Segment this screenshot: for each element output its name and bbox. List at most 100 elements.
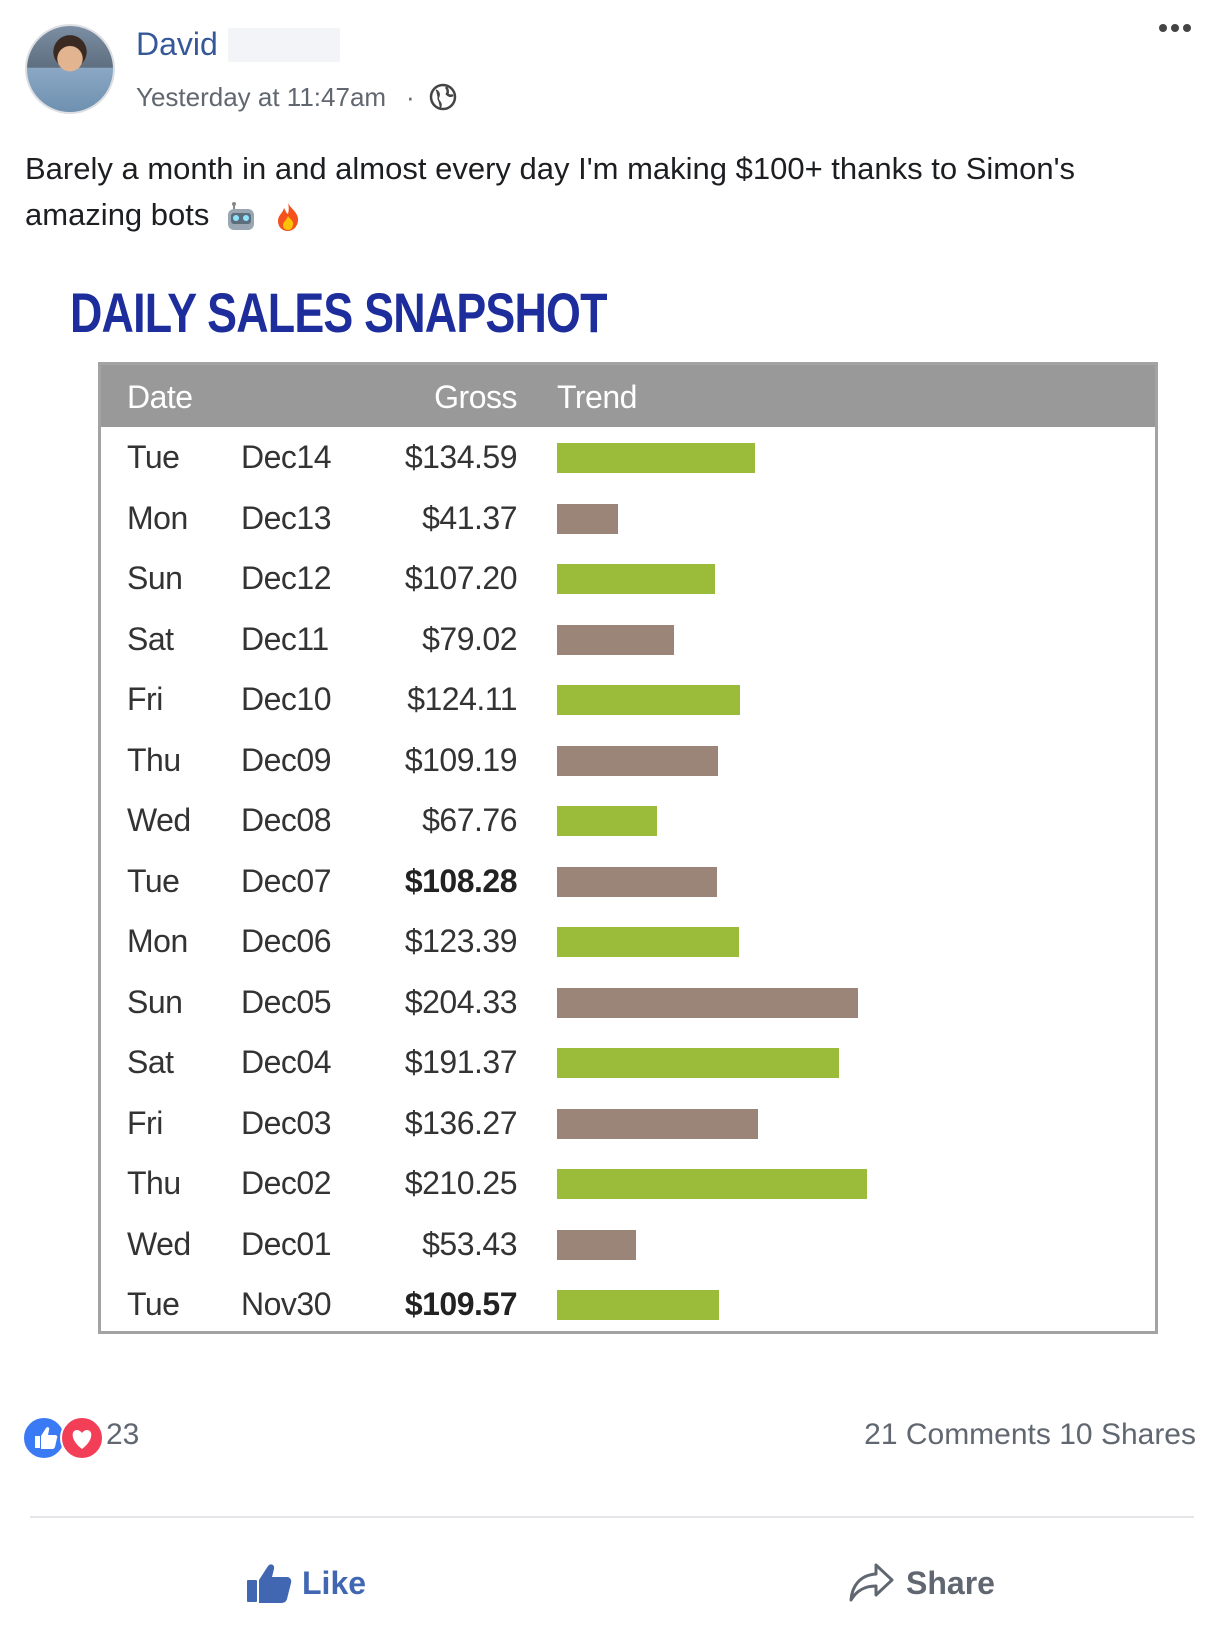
column-header-date: Date xyxy=(127,379,193,415)
trend-bar xyxy=(557,987,858,1018)
post-message: Barely a month in and almost every day I… xyxy=(25,151,1076,232)
footer-divider xyxy=(30,1516,1194,1518)
row-gross: $53.43 xyxy=(422,1225,517,1262)
engagement-counts: 21 Comments 10 Shares xyxy=(864,1418,1196,1452)
row-day: Mon xyxy=(127,499,188,536)
table-row: Tue Nov30 $109.57 xyxy=(101,1274,1155,1335)
name-redaction xyxy=(228,28,340,62)
row-day: Fri xyxy=(127,681,163,717)
row-gross: $204.33 xyxy=(404,983,518,1020)
row-day: Tue xyxy=(127,439,180,475)
row-day: Fri xyxy=(127,1104,163,1141)
row-gross: $124.11 xyxy=(407,681,517,717)
like-button[interactable]: Like xyxy=(246,1558,366,1608)
row-day: Thu xyxy=(127,741,181,778)
row-date: Dec05 xyxy=(241,983,332,1020)
table-row: Tue Dec14 $134.59 xyxy=(101,427,1155,488)
row-date: Dec08 xyxy=(241,802,332,838)
trend-bar xyxy=(557,1290,719,1320)
trend-bar xyxy=(557,927,739,957)
row-day: Sat xyxy=(127,1044,174,1080)
row-day: Sun xyxy=(127,983,183,1020)
trend-bar xyxy=(557,685,740,715)
robot-face-emoji xyxy=(228,201,255,230)
trend-bar xyxy=(557,745,718,776)
row-date: Dec12 xyxy=(241,560,332,596)
share-label: Share xyxy=(906,1564,995,1601)
row-day: Thu xyxy=(127,1165,181,1201)
row-gross: $108.28 xyxy=(404,862,518,899)
row-date: Dec02 xyxy=(241,1165,332,1201)
post-timestamp[interactable]: Yesterday at 11:47am xyxy=(136,82,387,112)
row-gross: $109.57 xyxy=(404,1286,518,1322)
trend-bar xyxy=(557,1169,867,1199)
trend-bar xyxy=(557,503,618,534)
row-date: Dec14 xyxy=(241,439,332,475)
table-row: Thu Dec02 $210.25 xyxy=(101,1153,1155,1214)
table-row: Fri Dec10 $124.11 xyxy=(101,669,1155,730)
trend-bar xyxy=(557,1048,839,1078)
post-text: Barely a month in and almost every day I… xyxy=(25,146,1185,238)
row-gross: $67.76 xyxy=(422,802,517,838)
more-options-icon[interactable] xyxy=(1158,18,1192,38)
trend-bar xyxy=(557,624,674,655)
row-day: Sat xyxy=(127,620,174,657)
table-row: Sat Dec11 $79.02 xyxy=(101,609,1155,670)
row-date: Dec09 xyxy=(241,741,332,778)
row-date: Dec11 xyxy=(241,620,329,657)
like-label: Like xyxy=(302,1564,367,1601)
table-row: Sun Dec12 $107.20 xyxy=(101,548,1155,609)
trend-bar xyxy=(557,1229,636,1260)
table-header: Date Gross Trend xyxy=(101,365,1155,427)
row-date: Dec13 xyxy=(241,499,332,536)
table-row: Mon Dec06 $123.39 xyxy=(101,911,1155,972)
globe-icon[interactable] xyxy=(428,82,458,112)
trend-bar xyxy=(557,866,717,897)
row-gross: $210.25 xyxy=(404,1165,518,1201)
row-day: Wed xyxy=(127,1225,191,1262)
row-date: Dec07 xyxy=(241,862,332,899)
comments-count-link[interactable]: 21 Comments xyxy=(864,1418,1051,1451)
author-name[interactable]: David xyxy=(136,26,218,62)
row-gross: $107.20 xyxy=(404,560,518,596)
table-row: Tue Dec07 $108.28 xyxy=(101,851,1155,912)
row-date: Dec06 xyxy=(241,923,332,959)
snapshot-title: DAILY SALES SNAPSHOT xyxy=(70,281,607,344)
table-body: Tue Dec14 $134.59 Mon Dec13 $41.37 Sun Dec12 $10… xyxy=(101,427,1155,1335)
table-row: Wed Dec01 $53.43 xyxy=(101,1214,1155,1275)
row-day: Tue xyxy=(127,862,180,899)
row-date: Dec03 xyxy=(241,1104,332,1141)
reactions-summary[interactable]: 23 xyxy=(22,1416,152,1460)
row-date: Dec04 xyxy=(241,1044,332,1080)
trend-bar xyxy=(557,564,715,594)
author-avatar[interactable] xyxy=(25,24,115,114)
thumbs-up-icon xyxy=(247,1564,292,1603)
table-row: Thu Dec09 $109.19 xyxy=(101,730,1155,791)
trend-bar xyxy=(557,443,755,473)
row-gross: $41.37 xyxy=(422,499,517,536)
row-day: Tue xyxy=(127,1286,180,1322)
column-header-gross: Gross xyxy=(434,379,517,415)
row-gross: $79.02 xyxy=(422,620,517,657)
separator-dot: · xyxy=(406,82,415,112)
table-row: Fri Dec03 $136.27 xyxy=(101,1093,1155,1154)
share-arrow-icon xyxy=(849,1563,894,1602)
table-row: Sun Dec05 $204.33 xyxy=(101,972,1155,1033)
share-button[interactable]: Share xyxy=(848,1558,995,1608)
shares-count-link[interactable]: 10 Shares xyxy=(1059,1418,1196,1451)
column-header-trend: Trend xyxy=(557,379,637,415)
row-day: Wed xyxy=(127,802,191,838)
table-row: Wed Dec08 $67.76 xyxy=(101,790,1155,851)
love-reaction-icon xyxy=(60,1416,104,1460)
row-gross: $123.39 xyxy=(404,923,518,959)
reaction-count: 23 xyxy=(106,1418,140,1451)
row-day: Mon xyxy=(127,923,188,959)
row-date: Nov30 xyxy=(241,1286,332,1322)
table-row: Sat Dec04 $191.37 xyxy=(101,1032,1155,1093)
row-gross: $134.59 xyxy=(404,439,518,475)
trend-bar xyxy=(557,806,657,836)
row-date: Dec01 xyxy=(241,1225,332,1262)
sales-table: Date Gross Trend Tue Dec14 $134.59 Mon Dec13… xyxy=(98,362,1158,1334)
row-gross: $109.19 xyxy=(404,741,518,778)
row-gross: $136.27 xyxy=(404,1104,518,1141)
